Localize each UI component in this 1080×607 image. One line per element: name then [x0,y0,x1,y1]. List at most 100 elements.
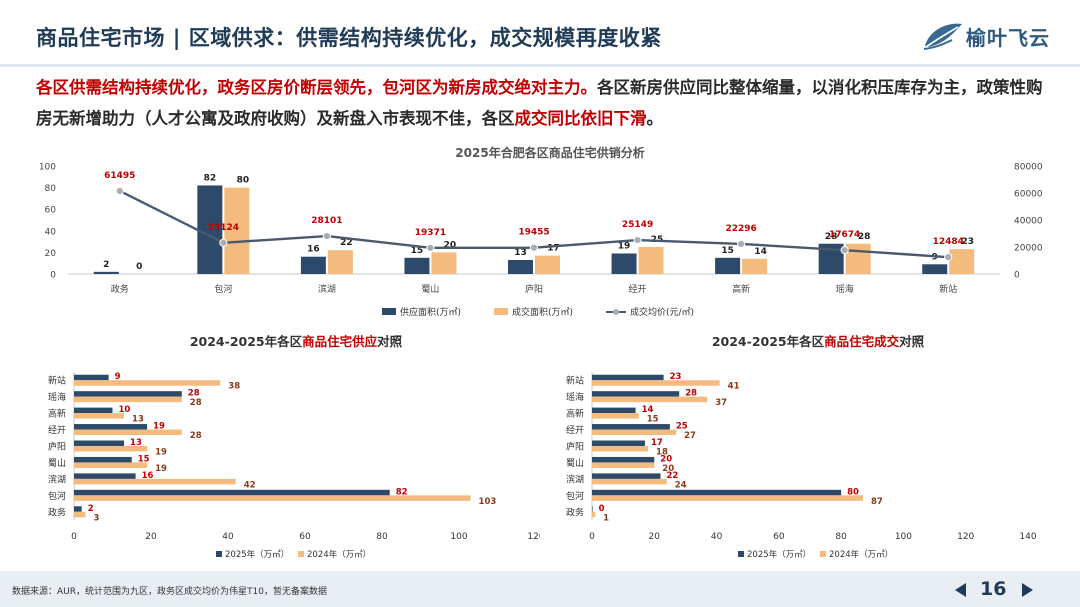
price-point [322,231,331,241]
chart-title-part: 商品住宅供应 [302,334,378,349]
price-data-label: 19371 [415,228,446,238]
data-label-2025: 23 [670,372,682,382]
bar-2024 [74,478,236,485]
y-tick-label: 瑶海 [566,391,584,403]
legend-swatch-2024 [820,551,826,557]
x-tick-label: 20 [145,532,157,542]
x-tick-label: 100 [895,532,912,542]
bar-2024 [592,511,596,518]
data-label-2024: 42 [244,480,256,490]
x-tick-label: 滨湖 [318,283,336,295]
data-label-2024: 24 [675,480,687,490]
bar-2024 [74,462,148,468]
bar-2024 [592,413,639,419]
supply-data-label: 15 [721,246,734,256]
bar-2025 [592,424,670,430]
y-tick-label: 60 [45,206,57,216]
bar-2025 [74,407,113,414]
summary-highlight: 各区供需结构持续优化，政务区房价断层领先，包河区为新房成交绝对主力。 [36,78,597,97]
data-label-2024: 38 [228,382,240,392]
y-tick-label: 包河 [48,490,66,502]
x-tick-label: 政务 [111,283,129,295]
bar-2025 [74,473,136,479]
chart-title-part: 2024-2025年各区 [190,334,303,349]
x-tick-label: 0 [71,532,77,542]
leaf-icon [923,23,962,50]
data-label-2024: 41 [728,382,740,392]
x-tick-label: 新站 [939,283,957,295]
price-point [944,253,953,262]
price-data-label: 12484 [933,237,964,247]
price-point [840,246,849,255]
price-data-label: 25149 [622,220,653,230]
price-point [633,235,642,245]
data-label-2025: 15 [138,454,150,464]
deal-data-label: 0 [136,262,142,272]
y-tick-label: 蜀山 [566,458,584,469]
triangle-left-icon[interactable] [950,579,972,601]
bar-2024 [74,495,471,501]
y-tick-label: 政务 [566,506,584,518]
data-label-2024: 19 [155,448,167,458]
bar-2024 [74,413,125,419]
legend-label: 2024年（万㎡） [307,549,371,560]
y-tick-label: 庐阳 [48,441,66,453]
legend-swatch-2024 [298,551,304,557]
legend-label: 2025年（万㎡） [747,549,811,560]
data-label-2025: 16 [142,471,154,481]
x-tick-label: 60 [299,532,311,542]
triangle-right-icon[interactable] [1016,579,1038,601]
data-label-2025: 0 [599,504,605,514]
x-tick-label: 20 [649,532,661,542]
y-tick-label: 庐阳 [566,441,584,453]
supply-sales-chart: 2025年合肥各区商品住宅供销分析02040608010002000040000… [39,145,1043,318]
logo: 榆叶飞云 [922,18,1062,54]
bar-2025 [592,391,680,397]
deal-data-label: 80 [237,176,250,186]
y-tick-label: 高新 [48,408,66,420]
y-tick-label: 蜀山 [48,458,66,469]
bar-2025 [592,456,655,463]
deal-bar [742,258,768,274]
legend-marker-price [613,309,619,315]
x-tick-label: 140 [1019,532,1036,542]
x-tick-label: 40 [711,532,723,542]
data-label-2025: 14 [642,405,654,415]
legend-swatch-deal [494,308,508,315]
supply-data-label: 28 [825,232,838,242]
deal-data-label: 14 [754,247,767,257]
bar-2024 [74,380,221,386]
data-label-2024: 15 [647,415,659,425]
bar-2024 [74,446,148,452]
data-label-2024: 103 [479,497,497,507]
data-label-2025: 13 [130,438,142,448]
data-label-2024: 20 [662,464,674,474]
y-tick-label: 80 [45,184,57,194]
bar-2024 [74,429,182,436]
bar-2025 [74,456,132,463]
data-label-2024: 37 [715,398,727,408]
summary-text: 各区供需结构持续优化，政务区房价断层领先，包河区为新房成交绝对主力。各区新房供应… [36,72,1051,134]
data-label-2025: 28 [188,389,200,399]
y-tick-label: 包河 [566,490,584,502]
price-point [426,243,435,252]
data-label-2025: 2 [88,504,94,514]
price-data-label: 22296 [725,224,756,234]
x-tick-label: 80 [376,532,388,542]
bar-2024 [592,446,649,452]
data-label-2024: 18 [656,448,668,458]
bar-2025 [592,407,636,414]
deal-data-label: 28 [858,232,871,242]
header-divider [0,64,1080,67]
data-label-2025: 22 [667,471,679,481]
chart-title: 2024-2025年各区商品住宅供应对照 [190,334,403,349]
price-point [219,238,228,247]
bar-2025 [74,424,148,430]
legend-label: 成交面积(万㎡) [512,306,573,318]
supply-data-label: 2 [103,260,109,270]
y-tick-label: 经开 [48,424,66,436]
data-label-2024: 3 [94,513,100,523]
price-data-label: 17674 [829,230,860,240]
bar-2025 [592,440,645,446]
